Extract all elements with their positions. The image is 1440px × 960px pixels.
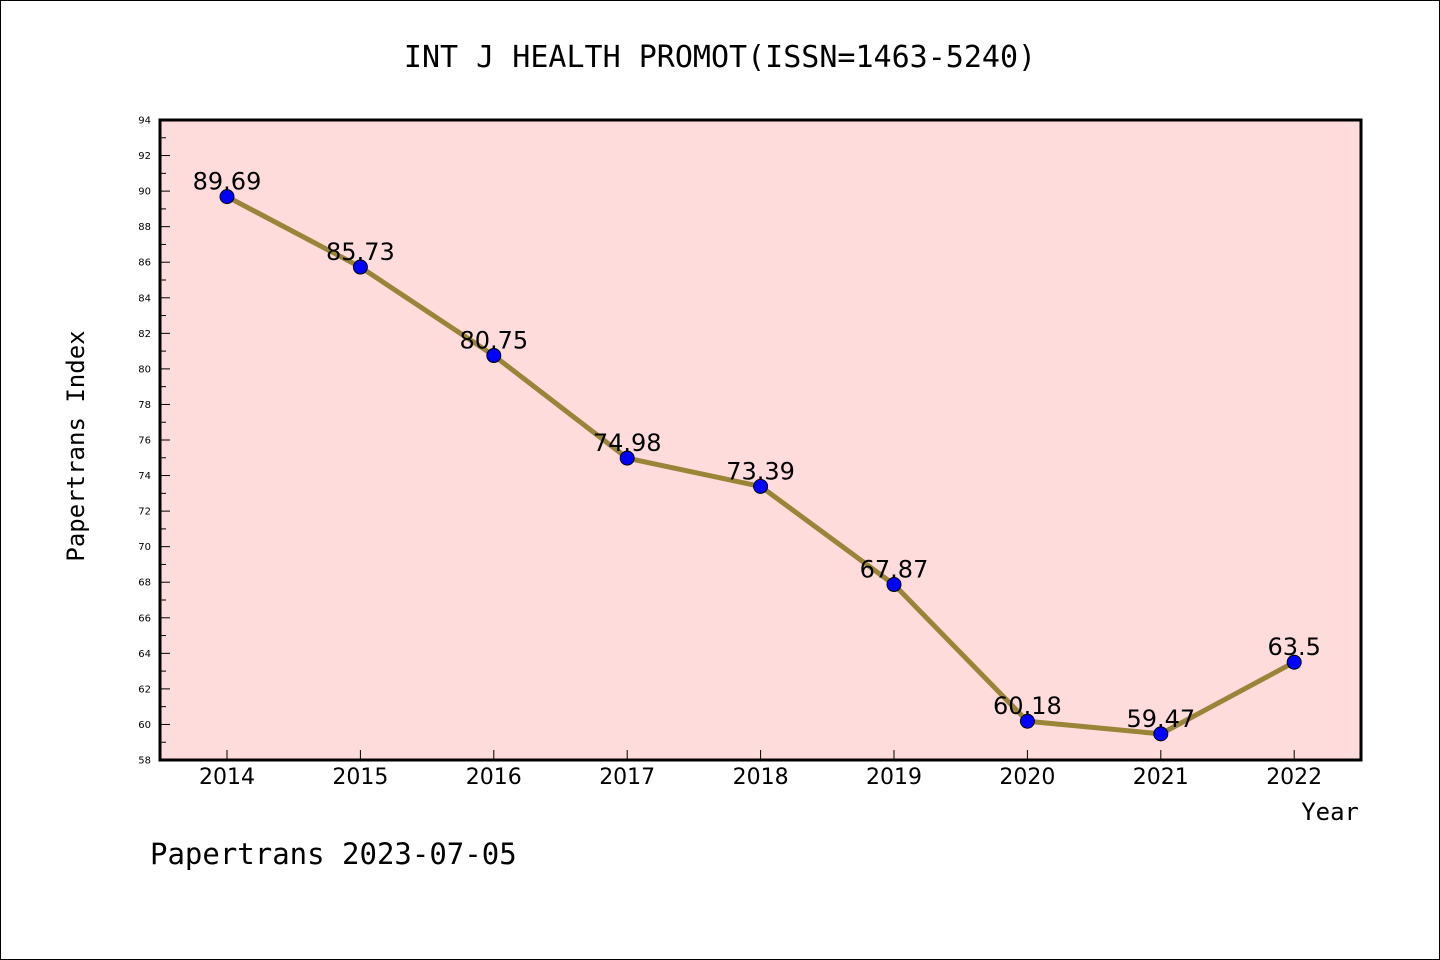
x-tick-label: 2019 xyxy=(866,765,922,790)
y-tick-label: 74 xyxy=(138,471,151,482)
x-axis: 2014 2015 2016 2017 2018 2019 2020 2021 2022 xyxy=(199,750,1322,790)
y-tick-label: 80 xyxy=(138,364,151,375)
y-axis-label: Papertrans Index xyxy=(62,330,90,561)
y-axis: 58 60 62 64 66 68 70 72 74 76 78 80 82 84 86 88 90 92 94 xyxy=(138,116,170,767)
data-label: 89.69 xyxy=(193,168,262,196)
y-tick-label: 60 xyxy=(138,720,151,731)
x-tick-label: 2022 xyxy=(1266,765,1322,790)
data-label: 63.5 xyxy=(1267,633,1320,661)
x-tick-label: 2017 xyxy=(599,765,655,790)
y-tick-label: 62 xyxy=(138,684,151,695)
data-point xyxy=(1153,726,1169,742)
data-point xyxy=(219,189,235,205)
y-tick-label: 66 xyxy=(138,613,151,624)
data-point xyxy=(1286,654,1302,670)
y-tick-label: 84 xyxy=(138,293,151,304)
data-label: 85.73 xyxy=(326,238,395,266)
data-label: 74.98 xyxy=(593,429,662,457)
x-axis-label: Year xyxy=(1301,798,1359,826)
y-tick-label: 72 xyxy=(138,507,151,518)
x-tick-label: 2016 xyxy=(466,765,522,790)
y-tick-label: 94 xyxy=(138,116,151,127)
x-tick-label: 2021 xyxy=(1133,765,1189,790)
data-point xyxy=(886,577,902,593)
x-tick-label: 2018 xyxy=(733,765,789,790)
y-tick-label: 76 xyxy=(138,436,151,447)
data-label: 59.47 xyxy=(1126,705,1195,733)
y-tick-label: 82 xyxy=(138,329,151,340)
y-tick-label: 78 xyxy=(138,400,151,411)
y-tick-label: 90 xyxy=(138,187,151,198)
data-label: 80.75 xyxy=(459,327,528,355)
data-point xyxy=(1019,713,1035,729)
data-point xyxy=(753,478,769,494)
y-tick-label: 70 xyxy=(138,542,151,553)
data-labels: 89.69 85.73 80.75 74.98 73.39 67.87 60.18 59.47… xyxy=(193,168,1321,733)
data-point xyxy=(352,259,368,275)
y-tick-label: 64 xyxy=(138,649,151,660)
data-label: 67.87 xyxy=(860,556,929,584)
x-tick-label: 2020 xyxy=(999,765,1055,790)
data-label: 60.18 xyxy=(993,692,1062,720)
y-tick-label: 86 xyxy=(138,258,151,269)
data-points xyxy=(219,189,1302,742)
footer-text: Papertrans 2023-07-05 xyxy=(150,837,517,871)
y-tick-label: 68 xyxy=(138,578,151,589)
x-tick-label: 2014 xyxy=(199,765,255,790)
data-point xyxy=(486,348,502,364)
y-tick-label: 58 xyxy=(138,756,151,767)
y-tick-label: 88 xyxy=(138,222,151,233)
data-label: 73.39 xyxy=(726,457,795,485)
x-tick-label: 2015 xyxy=(332,765,388,790)
data-point xyxy=(619,450,635,466)
chart-title: INT J HEALTH PROMOT(ISSN=1463-5240) xyxy=(404,40,1036,75)
y-tick-label: 92 xyxy=(138,151,151,162)
plot-area xyxy=(158,118,1363,762)
